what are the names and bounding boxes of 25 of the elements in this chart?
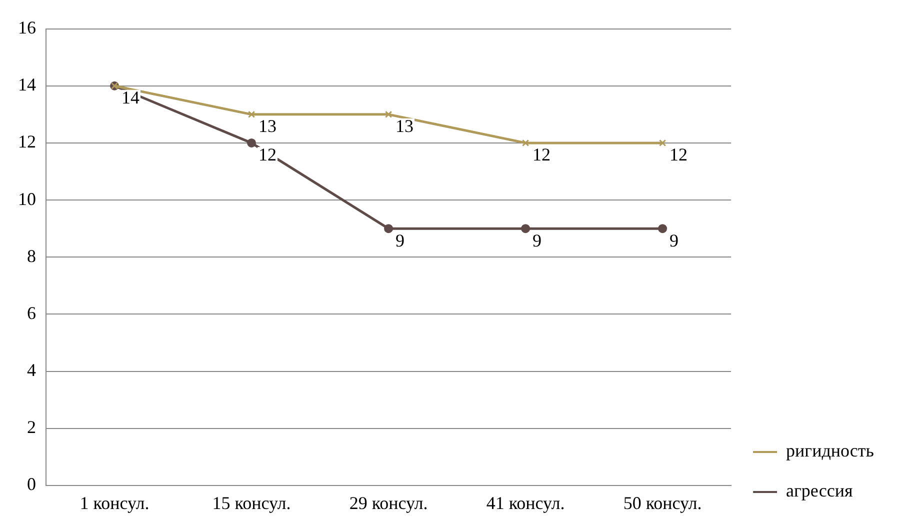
x-tick-label: 15 консул.	[212, 492, 291, 513]
y-tick-label: 12	[18, 132, 36, 152]
x-tick-label: 1 консул.	[80, 492, 150, 513]
y-tick-label: 4	[27, 360, 36, 380]
data-label: 9	[670, 230, 679, 250]
x-tick-label: 29 консул.	[349, 492, 428, 513]
y-tick-label: 16	[18, 18, 36, 38]
data-label: 13	[396, 116, 414, 136]
y-tick-label: 8	[27, 246, 36, 266]
data-label: 12	[532, 144, 551, 165]
x-tick-label: 50 консул.	[623, 492, 702, 513]
y-tick-label: 0	[27, 474, 36, 494]
data-label: 9	[396, 230, 405, 250]
legend-label: ригидность	[786, 440, 874, 461]
x-tick-label: 41 консул.	[486, 492, 565, 513]
y-tick-label: 10	[18, 188, 36, 209]
data-label: 14	[122, 88, 140, 108]
data-label: 12	[258, 144, 277, 165]
legend-label: агрессия	[786, 480, 853, 501]
y-tick-label: 14	[18, 74, 36, 95]
y-tick-label: 6	[27, 302, 36, 323]
data-label: 12	[670, 144, 688, 165]
data-label: 9	[532, 230, 542, 250]
data-label: 13	[258, 116, 277, 136]
y-tick-label: 2	[27, 417, 36, 438]
